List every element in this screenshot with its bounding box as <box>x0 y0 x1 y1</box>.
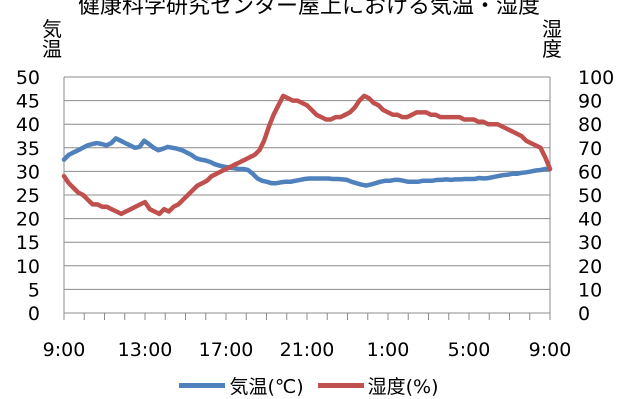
legend-swatch-humidity <box>317 383 364 388</box>
y-right-tick-label: 10 <box>578 279 602 301</box>
legend-label-temperature: 気温(℃) <box>229 376 304 398</box>
y-right-tick-label: 20 <box>578 256 602 278</box>
y-left-tick-label: 20 <box>16 209 40 231</box>
x-tick-label: 9:00 <box>43 339 86 361</box>
y-right-tick-label: 100 <box>578 67 614 89</box>
x-tick-label: 5:00 <box>448 339 491 361</box>
y-right-tick-label: 50 <box>578 185 602 207</box>
right-axis-label: 湿度 <box>542 17 562 61</box>
y-right-tick-label: 30 <box>578 232 602 254</box>
y-left-tick-label: 5 <box>28 279 40 301</box>
y-left-tick-label: 40 <box>16 114 40 136</box>
y-left-tick-label: 45 <box>16 91 40 113</box>
y-left-tick-label: 10 <box>16 256 40 278</box>
series-line-temperature <box>61 136 553 188</box>
legend: 気温(℃) 湿度(%) <box>0 372 618 399</box>
y-right-tick-label: 80 <box>578 114 602 136</box>
y-left-tick-label: 0 <box>28 303 40 325</box>
y-left-tick-label: 15 <box>16 232 40 254</box>
line-chart: 0510152025303540455001020304050607080901… <box>16 67 614 361</box>
y-left-tick-label: 30 <box>16 161 40 183</box>
y-right-tick-label: 90 <box>578 91 602 113</box>
legend-item-humidity: 湿度(%) <box>317 372 439 399</box>
y-right-tick-label: 70 <box>578 138 602 160</box>
legend-item-temperature: 気温(℃) <box>179 372 304 399</box>
x-tick-label: 13:00 <box>118 339 173 361</box>
y-right-tick-label: 40 <box>578 209 602 231</box>
left-axis-label: 気温 <box>42 17 62 61</box>
series-line-humidity <box>61 93 553 217</box>
y-right-tick-label: 60 <box>578 161 602 183</box>
chart-title: 健康科学研究センター屋上における気温・湿度 <box>77 0 540 19</box>
legend-swatch-temperature <box>179 383 226 388</box>
legend-label-humidity: 湿度(%) <box>367 376 439 398</box>
y-left-tick-label: 50 <box>16 67 40 89</box>
x-tick-label: 1:00 <box>367 339 410 361</box>
x-tick-label: 9:00 <box>529 339 572 361</box>
y-right-tick-label: 0 <box>578 303 590 325</box>
y-left-tick-label: 25 <box>16 185 40 207</box>
x-tick-label: 21:00 <box>280 339 335 361</box>
x-tick-label: 17:00 <box>199 339 254 361</box>
y-left-tick-label: 35 <box>16 138 40 160</box>
